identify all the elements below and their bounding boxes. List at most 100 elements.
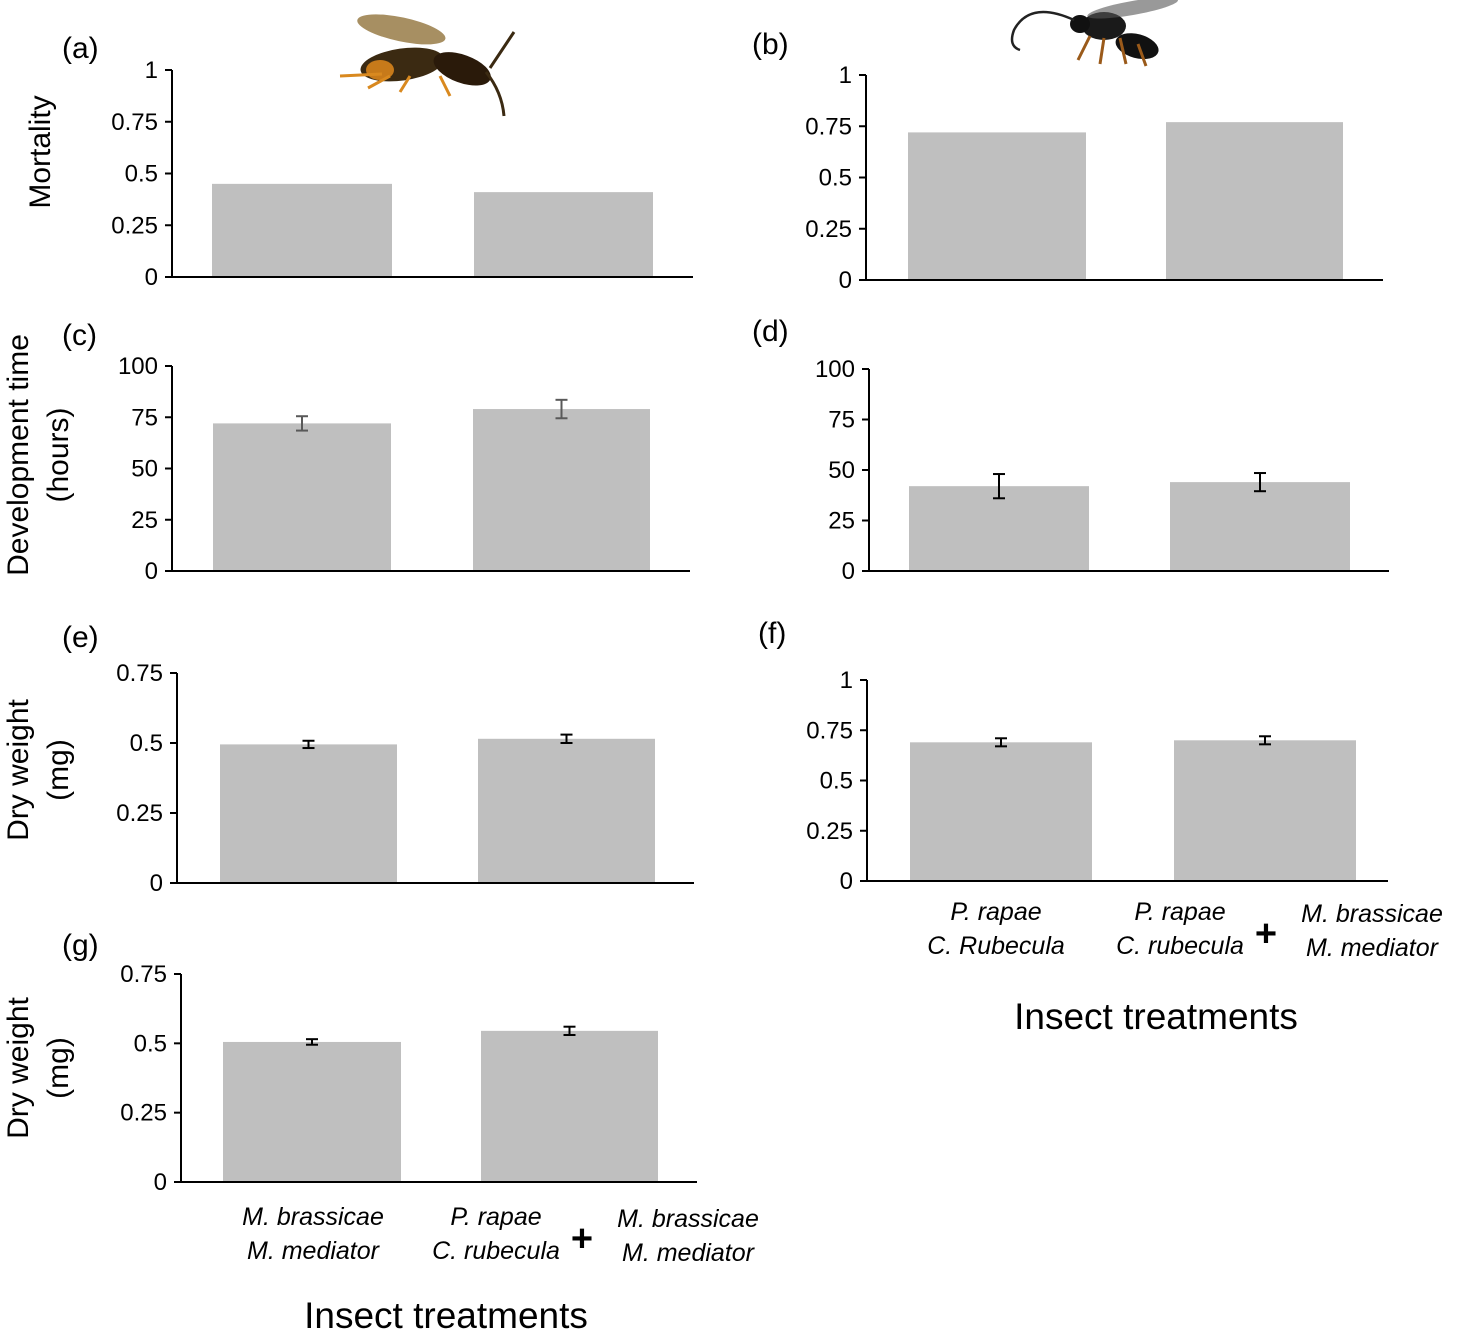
y-tick-label: 25 <box>828 508 855 535</box>
y-axis-label: Mortality <box>24 95 57 208</box>
y-tick-label: 50 <box>131 456 158 483</box>
category-label: C. rubecula <box>1116 932 1244 960</box>
wasp-legs <box>1076 35 1148 67</box>
bar <box>223 1041 401 1182</box>
y-tick-label: 0.75 <box>806 717 853 744</box>
error-bar <box>555 398 568 420</box>
y-tick-label: 0 <box>839 267 852 294</box>
y-tick-label: 0.75 <box>805 113 852 140</box>
panel-label: (b) <box>752 28 789 61</box>
category-label: P. rapae <box>450 1203 541 1231</box>
wasp-wing <box>357 14 446 45</box>
panel-label: (g) <box>62 929 99 962</box>
panel-g: (g) 0 0.25 0.5 0.75 Dry weight (mg) <box>2 929 697 1196</box>
y-tick-label: 1 <box>839 62 852 89</box>
wasp-photo-black-icon <box>1010 0 1178 67</box>
x-axis-categories-left: M. brassicae M. mediator P. rapae C. rubecu… <box>242 1203 759 1336</box>
wasp-legs <box>339 72 452 97</box>
error-bar <box>560 733 573 744</box>
category-label: M. mediator <box>622 1239 756 1267</box>
bar <box>473 409 650 571</box>
y-axis-label-line: Dry weight <box>2 996 35 1138</box>
y-tick-label: 0.25 <box>806 818 853 845</box>
category-label: C. Rubecula <box>927 932 1065 960</box>
error-bar <box>302 739 315 750</box>
y-tick-label: 0.75 <box>120 961 167 988</box>
y-tick-label: 0 <box>145 558 158 585</box>
y-tick-label: 0 <box>150 870 163 897</box>
bar <box>1166 122 1343 281</box>
wasp-photo-orange-icon <box>339 14 516 117</box>
bar <box>908 132 1086 280</box>
wasp-wing <box>1087 0 1178 19</box>
x-axis-title: Insect treatments <box>304 1295 588 1336</box>
y-tick-label: 0.5 <box>130 730 163 757</box>
category-label: P. rapae <box>1134 898 1225 926</box>
y-tick-label: 100 <box>118 353 158 380</box>
y-tick-label: 0.25 <box>116 800 163 827</box>
bar <box>1170 482 1350 571</box>
y-tick-label: 0.25 <box>111 212 158 239</box>
y-tick-label: 0 <box>145 264 158 291</box>
wasp-antenna <box>1010 10 1075 52</box>
error-bar <box>995 737 1007 748</box>
y-axis-label: Development time (hours) <box>2 334 75 576</box>
y-tick-label: 1 <box>145 57 158 84</box>
y-tick-label: 25 <box>131 507 158 534</box>
y-tick-label: 0.5 <box>134 1030 167 1057</box>
bar <box>1174 740 1356 881</box>
panel-label: (f) <box>758 617 786 650</box>
error-bar <box>1254 472 1266 493</box>
y-tick-label: 50 <box>828 457 855 484</box>
error-bar <box>296 415 308 432</box>
bar <box>909 486 1089 571</box>
panel-b: (b) 0 0.25 0.5 0.75 1 <box>752 28 1383 294</box>
bar <box>478 738 655 883</box>
panel-c: (c) 0 25 50 75 100 Development time (hours) <box>2 319 690 585</box>
y-axis-label: Dry weight (mg) <box>2 996 75 1138</box>
wasp-head <box>1070 15 1090 33</box>
plus-sign: + <box>1255 913 1277 955</box>
y-tick-label: 1 <box>840 667 853 694</box>
category-label: M. mediator <box>247 1237 381 1265</box>
panel-e: (e) 0 0.25 0.5 0.75 Dry weight (mg) <box>2 621 694 897</box>
y-tick-label: 0.5 <box>125 161 158 188</box>
y-axis-label-line: Dry weight <box>2 698 35 840</box>
y-axis-label-line: (mg) <box>42 739 75 801</box>
y-tick-label: 0.75 <box>111 109 158 136</box>
bar <box>910 742 1092 881</box>
panel-label: (a) <box>62 32 99 65</box>
error-bar <box>306 1038 318 1046</box>
bar <box>220 744 397 883</box>
y-tick-label: 0.25 <box>805 216 852 243</box>
wasp-thorax <box>1082 12 1126 40</box>
bar <box>213 423 391 571</box>
error-bar <box>563 1025 576 1037</box>
y-axis-label-line: Development time <box>2 334 35 576</box>
panel-d: (d) 0 25 50 75 100 <box>752 315 1389 585</box>
x-axis-categories-right: P. rapae C. Rubecula P. rapae C. rubecula + M… <box>927 898 1443 1037</box>
y-tick-label: 100 <box>815 356 855 383</box>
error-bar <box>1259 735 1271 746</box>
y-tick-label: 0 <box>154 1169 167 1196</box>
panel-label: (c) <box>62 319 97 352</box>
category-label: M. brassicae <box>617 1205 759 1233</box>
bar <box>212 183 392 277</box>
y-axis-label-line: (mg) <box>42 1037 75 1099</box>
y-axis-label: Dry weight (mg) <box>2 698 75 840</box>
category-label: C. rubecula <box>432 1237 560 1265</box>
wasp-antenna <box>484 71 506 117</box>
y-tick-label: 0 <box>842 558 855 585</box>
y-axis-label-line: (hours) <box>42 407 75 502</box>
y-tick-label: 75 <box>131 404 158 431</box>
category-label: M. mediator <box>1306 934 1440 962</box>
y-tick-label: 0.5 <box>819 165 852 192</box>
panel-f: (f) 0 0.25 0.5 0.75 1 <box>758 617 1388 895</box>
bar <box>474 192 653 277</box>
y-tick-label: 75 <box>828 407 855 434</box>
y-tick-label: 0 <box>840 868 853 895</box>
category-label: M. brassicae <box>1301 900 1443 928</box>
wasp-abdomen <box>1115 33 1159 60</box>
wasp-thorax <box>433 52 491 86</box>
